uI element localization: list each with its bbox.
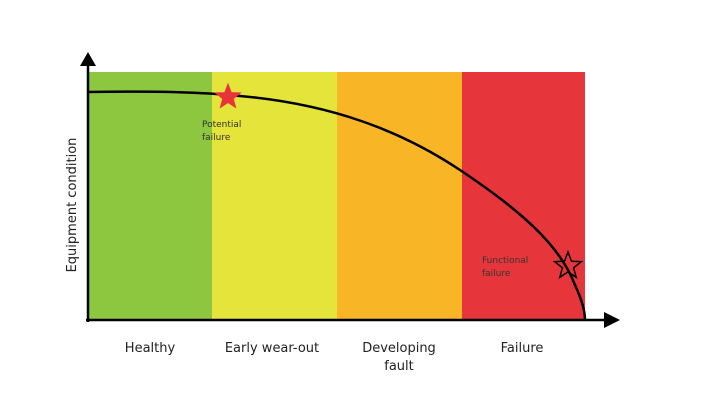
y-axis-arrow <box>80 52 96 66</box>
potential-failure-star <box>214 82 242 109</box>
annotation: failure <box>202 133 231 143</box>
zone-label: Healthy <box>125 341 176 356</box>
zone-label: Failure <box>501 341 544 356</box>
pf-curve <box>87 90 587 321</box>
annotation: Potential <box>202 120 241 130</box>
zone-failure <box>462 72 585 320</box>
zone-label: fault <box>384 359 414 374</box>
zone-healthy <box>88 72 212 320</box>
annotation: Functional <box>482 256 528 266</box>
zone-developing <box>337 72 462 320</box>
zone-label: Developing <box>362 341 436 356</box>
zone-label: Early wear-out <box>225 341 319 356</box>
functional-failure-star <box>552 249 584 280</box>
zone-early-wear <box>212 72 337 320</box>
annotation: failure <box>482 269 511 279</box>
y-axis-label: Equipment condition <box>65 138 80 273</box>
x-axis-arrow <box>604 312 620 328</box>
